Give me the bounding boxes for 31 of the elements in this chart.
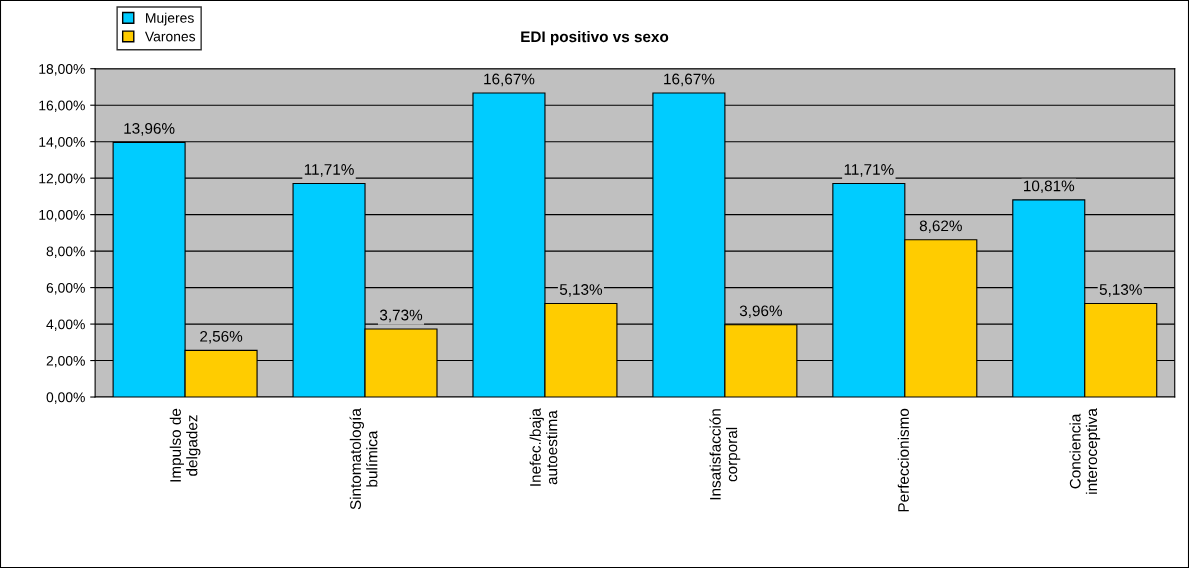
x-tick-label: Conciencia interoceptiva bbox=[1069, 408, 1101, 494]
y-tick-label: 0,00% bbox=[46, 392, 85, 404]
legend-label: Varones bbox=[144, 31, 196, 42]
data-label: 8,62% bbox=[919, 220, 962, 234]
data-label: 16,67% bbox=[664, 73, 715, 87]
x-tick-label: Impulso de delgadez bbox=[169, 408, 201, 482]
y-tick-label: 18,00% bbox=[39, 64, 85, 76]
y-tick-label: 8,00% bbox=[46, 246, 85, 258]
x-tick-label: Perfeccionismo bbox=[897, 408, 909, 512]
data-label: 3,73% bbox=[379, 309, 423, 323]
chart-title: EDI positivo vs sexo bbox=[521, 30, 669, 46]
data-label: 5,13% bbox=[1099, 284, 1142, 297]
data-label: 11,71% bbox=[304, 164, 354, 177]
data-label: 5,13% bbox=[559, 284, 603, 297]
y-tick-label: 16,00% bbox=[39, 100, 85, 113]
x-tick-label: Sintomatología bulímica bbox=[349, 408, 378, 510]
y-tick-label: 10,00% bbox=[39, 209, 85, 222]
x-tick-label: Insatisfacción corporal bbox=[709, 409, 741, 500]
y-tick-label: 6,00% bbox=[46, 282, 85, 295]
x-tick-label: Inefec./baja autoestima bbox=[529, 408, 558, 486]
data-label: 10,81% bbox=[1024, 180, 1075, 194]
y-tick-label: 2,00% bbox=[46, 355, 85, 368]
y-tick-label: 4,00% bbox=[46, 319, 85, 331]
data-label: 3,96% bbox=[739, 305, 782, 319]
y-tick-label: 12,00% bbox=[39, 173, 85, 185]
data-label: 16,67% bbox=[484, 73, 535, 87]
y-tick-label: 14,00% bbox=[39, 137, 85, 149]
data-label: 2,56% bbox=[200, 330, 243, 344]
data-label: 13,96% bbox=[124, 123, 175, 136]
data-label: 11,71% bbox=[844, 164, 894, 177]
legend-label: Mujeres bbox=[146, 12, 194, 26]
